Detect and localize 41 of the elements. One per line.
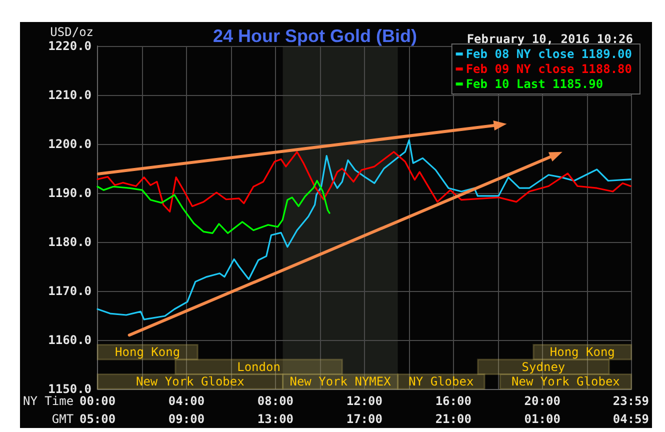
x-tick-label: 20:00	[524, 394, 560, 408]
y-tick-label: 1180.0	[48, 235, 92, 249]
y-axis-title: USD/oz	[50, 25, 94, 39]
y-tick-label: 1170.0	[48, 284, 92, 298]
line-series	[96, 151, 632, 212]
legend-label: Feb 10 Last 1185.90	[466, 77, 604, 91]
band-label: NY Globex	[408, 374, 474, 389]
line-series	[96, 139, 632, 320]
legend-label: Feb 08 NY close 1189.00	[466, 47, 632, 61]
x-tick-label: 08:00	[257, 394, 294, 408]
x-tick-label: 23:59	[612, 394, 649, 408]
band-label: Hong Kong	[115, 345, 180, 360]
band-label: New York Globex	[136, 374, 244, 389]
y-tick-label: 1210.0	[48, 88, 92, 102]
chart-subtitle: February 10, 2016 10:26	[466, 32, 634, 46]
band-label: Hong Kong	[550, 345, 615, 360]
x-axis-title: NY Time	[22, 394, 74, 408]
x2-axis-title: GMT	[52, 412, 74, 426]
x2-tick-label: 21:00	[435, 412, 472, 426]
x2-tick-label: 13:00	[257, 412, 294, 426]
chart-title: 24 Hour Spot Gold (Bid)	[213, 26, 417, 46]
band-label: New York NYMEX	[290, 374, 392, 389]
y-tick-label: 1160.0	[48, 333, 92, 347]
x-tick-label: 12:00	[346, 394, 382, 408]
y-tick-label: 1190.0	[48, 186, 92, 200]
x2-tick-label: 04:59	[612, 412, 650, 426]
legend-label: Feb 09 NY close 1188.80	[466, 62, 632, 76]
x-tick-label: 00:00	[79, 394, 116, 408]
band-label: New York Globex	[512, 374, 620, 389]
band-label: Sydney	[522, 360, 566, 374]
x2-tick-label: 01:00	[524, 412, 560, 426]
y-tick-label: 1200.0	[48, 137, 92, 151]
x-tick-label: 16:00	[435, 394, 472, 408]
line-series	[96, 180, 330, 234]
y-tick-label: 1220.0	[48, 39, 92, 53]
band-label: London	[237, 360, 280, 374]
x-tick-label: 04:00	[168, 394, 205, 408]
x2-tick-label: 05:00	[79, 412, 116, 426]
y-tick-label: 1150.0	[48, 382, 92, 396]
x2-tick-label: 09:00	[168, 412, 205, 426]
x2-tick-label: 17:00	[346, 412, 382, 426]
